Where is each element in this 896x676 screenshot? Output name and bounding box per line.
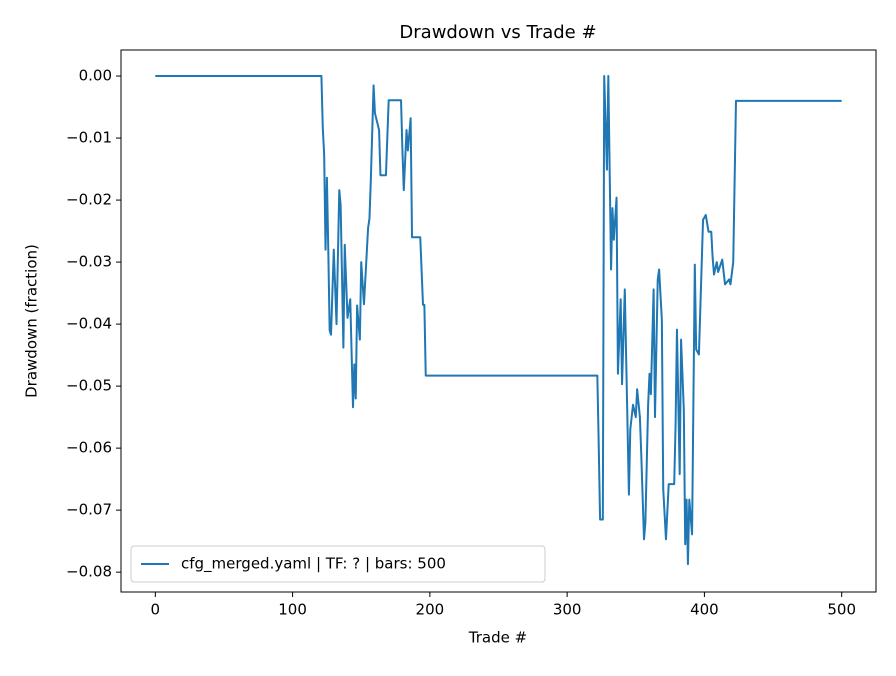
y-tick-label: −0.06 (66, 439, 112, 457)
y-axis-label: Drawdown (fraction) (23, 244, 41, 398)
x-tick-label: 0 (151, 601, 161, 619)
y-tick-label: −0.04 (66, 315, 112, 333)
chart-title: Drawdown vs Trade # (399, 22, 596, 43)
x-tick-label: 400 (690, 601, 719, 619)
plot-frame (120, 49, 877, 593)
y-tick-label: −0.07 (66, 501, 112, 519)
y-tick-label: −0.05 (66, 377, 112, 395)
y-tick-label: 0.00 (79, 67, 112, 85)
x-axis-label: Trade # (468, 629, 527, 647)
legend-label: cfg_merged.yaml | TF: ? | bars: 500 (181, 555, 446, 574)
y-tick-label: −0.02 (66, 191, 112, 209)
x-tick-label: 200 (416, 601, 445, 619)
legend-box (130, 545, 546, 583)
x-tick-label: 100 (278, 601, 307, 619)
y-tick-label: −0.03 (66, 253, 112, 271)
y-tick-label: −0.08 (66, 563, 112, 581)
x-tick-label: 300 (553, 601, 582, 619)
x-tick-label: 500 (827, 601, 856, 619)
data-line (155, 75, 842, 566)
y-tick-label: −0.01 (66, 129, 112, 147)
